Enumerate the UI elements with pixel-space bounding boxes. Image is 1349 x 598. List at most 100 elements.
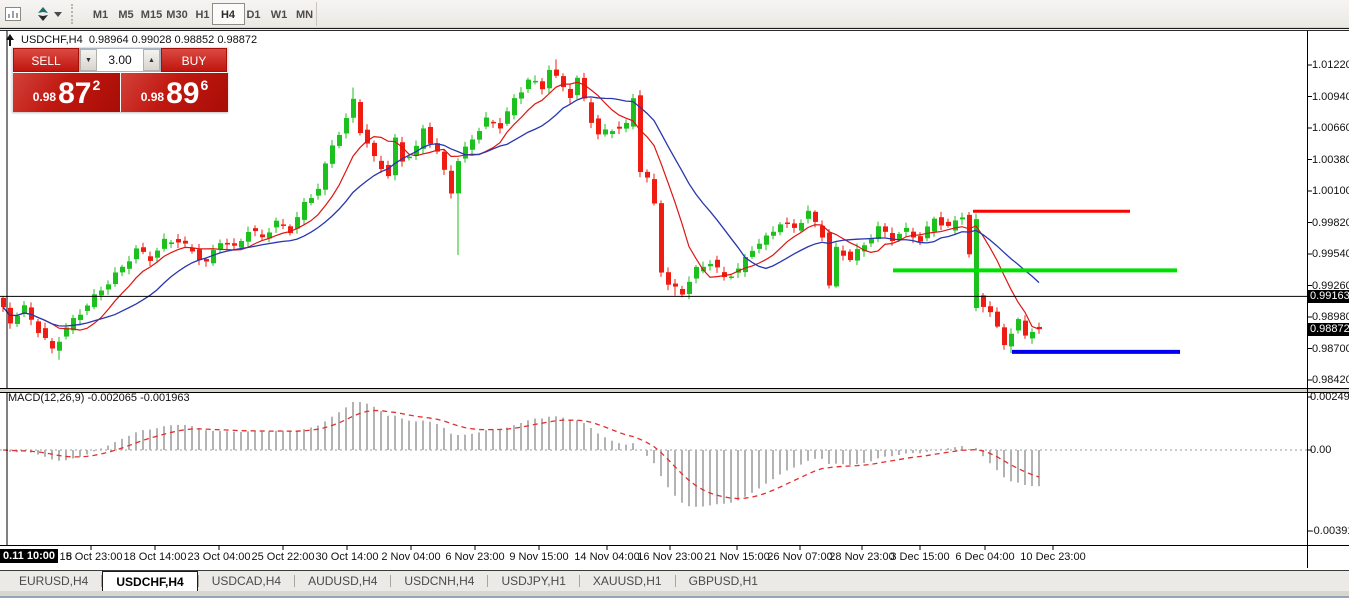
timeframe-button-d1[interactable]: D1 (246, 9, 261, 21)
buy-price-pip: 6 (200, 77, 209, 93)
macd-axis-label: -0.003913 (1310, 525, 1349, 537)
time-tick-label: 23 Oct 04:00 (187, 551, 251, 563)
volume-increase-button[interactable]: ▲ (143, 49, 160, 71)
ma-fast-line (2, 81, 1040, 331)
sell-price-box[interactable]: 0.98 87 2 (13, 73, 120, 112)
price-tick-label: 1.01220 (1312, 59, 1349, 71)
price-tick-label: 0.98420 (1312, 374, 1349, 386)
toolbar-grip[interactable] (71, 4, 76, 24)
window-bottom-strip (0, 591, 1349, 598)
price-tick-label: 0.98700 (1312, 342, 1349, 355)
macd-axis-label: 0.002492 (1310, 391, 1349, 403)
tab-divider (101, 575, 103, 587)
volume-stepper: ▼ ▲ (79, 48, 161, 72)
chart-window-icon[interactable] (4, 5, 22, 23)
candles-group (1, 59, 1042, 360)
macd-signal-line (2, 409, 1040, 500)
time-tick-label: 21 Nov 15:00 (704, 551, 770, 563)
macd-histogram (9, 402, 1040, 507)
timeframe-button-m1[interactable]: M1 (92, 9, 109, 21)
price-tick-label: 1.00380 (1312, 153, 1349, 166)
time-tick-label: 15 Oct 23:00 (59, 551, 123, 563)
price-tick-label: 0.99820 (1312, 216, 1349, 229)
time-tick-label: 6 Dec 04:00 (955, 551, 1015, 563)
time-tick-label: 16 Nov 23:00 (637, 551, 703, 563)
sell-price-pip: 2 (92, 77, 101, 93)
time-tick-label: 3 Dec 15:00 (890, 551, 950, 563)
tab-divider (197, 575, 199, 587)
price-tick-label: 0.99260 (1312, 279, 1349, 292)
crosshair-price-box: 0.99163 (1308, 289, 1349, 303)
timeframe-button-m5[interactable]: M5 (118, 9, 134, 21)
sell-price-prefix: 0.98 (32, 90, 57, 104)
tab-divider (578, 575, 580, 587)
timeframe-button-m15[interactable]: M15 (140, 9, 163, 21)
tab-divider (487, 575, 489, 587)
top-toolbar: M1 M5 M15 M30 H1 H4 D1 W1 MN (0, 0, 1349, 28)
buy-price-main: 89 (166, 77, 200, 110)
time-tick-label: 25 Oct 22:00 (251, 551, 315, 563)
sell-button[interactable]: SELL (13, 48, 79, 72)
ohlc-header: USDCHF,H4 0.98964 0.99028 0.98852 0.9887… (21, 34, 257, 46)
price-tick-label: 0.99540 (1312, 248, 1349, 260)
sell-price-main: 87 (58, 77, 92, 110)
tab-divider (674, 575, 676, 587)
caret-glyph (54, 11, 62, 17)
time-tick-label: 2 Nov 04:00 (381, 551, 441, 563)
time-axis: 0.11 10:00 8 15 Oct 23:00 18 Oct 14:00 23 … (0, 546, 1349, 568)
volume-decrease-button[interactable]: ▼ (80, 49, 97, 71)
trade-panel-top-row: SELL ▼ ▲ BUY (13, 48, 227, 72)
chart-tab-bar: EURUSD,H4 USDCHF,H4 USDCAD,H4 AUDUSD,H4 USDC… (0, 570, 1349, 591)
ma-slow-line (2, 96, 1040, 327)
timeframe-button-m30[interactable]: M30 (166, 9, 188, 21)
chart-tab-usdcnh-h4[interactable]: USDCNH,H4 (404, 574, 475, 588)
window-divider (0, 28, 1349, 31)
timeframe-button-h1[interactable]: H1 (195, 9, 210, 21)
time-tick-label: 18 Oct 14:00 (123, 551, 187, 563)
timeframe-button-mn[interactable]: MN (295, 9, 314, 21)
buy-price-box[interactable]: 0.98 89 6 (121, 73, 228, 112)
macd-axis-label: 0.00 (1310, 444, 1332, 456)
time-tick-label: 9 Nov 15:00 (509, 551, 569, 563)
chart-tab-eurusd-h4[interactable]: EURUSD,H4 (19, 574, 89, 588)
last-price-box: 0.98872 (1308, 322, 1349, 336)
price-tick-label: 1.00660 (1312, 122, 1349, 134)
chart-tab-gbpusd-h1[interactable]: GBPUSD,H1 (688, 574, 758, 588)
chart-tab-audusd-h4[interactable]: AUDUSD,H4 (308, 574, 378, 588)
price-tick-label: 1.00940 (1312, 90, 1349, 103)
cursor-arrows-icon[interactable] (34, 5, 52, 23)
dropdown-caret-icon[interactable] (52, 5, 64, 23)
volume-input[interactable] (97, 49, 143, 71)
price-chart-canvas[interactable] (0, 31, 1349, 568)
chart-tab-usdcad-h4[interactable]: USDCAD,H4 (211, 574, 282, 588)
buy-button[interactable]: BUY (161, 48, 227, 72)
chart-tab-usdchf-h4[interactable]: USDCHF,H4 (102, 571, 198, 591)
crosshair-time-box: 0.11 10:00 (0, 549, 58, 563)
partial-time-label: 8 (66, 551, 73, 563)
tab-divider (390, 575, 392, 587)
time-tick-label: 26 Nov 07:00 (767, 551, 833, 563)
symbol-label: USDCHF,H4 (21, 34, 83, 46)
buy-price-prefix: 0.98 (140, 90, 165, 104)
one-click-trading-panel: SELL ▼ ▲ BUY 0.98 87 2 0.98 89 6 (12, 47, 228, 112)
timeframe-button-h4[interactable]: H4 (211, 3, 245, 25)
time-tick-label: 30 Oct 14:00 (315, 551, 379, 563)
timeframe-button-w1[interactable]: W1 (270, 9, 288, 21)
chart-tab-xauusd-h1[interactable]: XAUUSD,H1 (592, 574, 662, 588)
price-pointer-icon (5, 33, 15, 47)
chart-tab-usdjpy-h1[interactable]: USDJPY,H1 (501, 574, 566, 588)
time-tick-label: 6 Nov 23:00 (445, 551, 505, 563)
panel-splitter[interactable] (0, 388, 1349, 393)
chart-window-glyph (5, 7, 21, 21)
time-tick-label: 14 Nov 04:00 (574, 551, 640, 563)
splitter-band (0, 388, 1349, 392)
time-tick-label: 10 Dec 23:00 (1020, 551, 1086, 563)
arrows-glyph (38, 7, 48, 21)
tab-divider (294, 575, 296, 587)
price-tick-label: 0.98980 (1312, 311, 1349, 323)
toolbar-separator (316, 2, 317, 26)
macd-indicator-label: MACD(12,26,9) -0.002065 -0.001963 (8, 392, 190, 404)
time-tick-label: 28 Nov 23:00 (829, 551, 895, 563)
price-tick-label: 1.00100 (1312, 185, 1349, 197)
ohlc-values: 0.98964 0.99028 0.98852 0.98872 (88, 34, 258, 46)
